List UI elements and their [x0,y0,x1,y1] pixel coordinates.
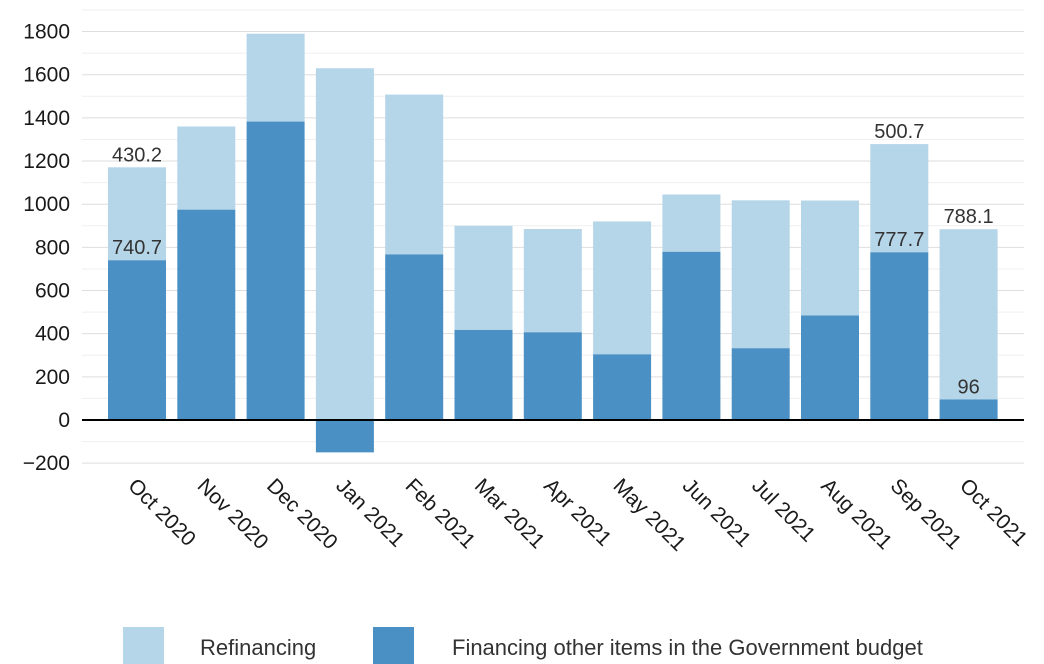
data-label: 740.7 [112,237,162,259]
x-tick-label: Apr 2021 [539,474,616,551]
bars [108,33,998,453]
x-tick-label: Dec 2020 [262,474,342,554]
x-tick-label: Nov 2020 [193,474,273,554]
y-tick-label: 0 [58,409,70,432]
bar-refinancing [108,167,166,261]
x-tick-label: Oct 2021 [955,474,1032,551]
legend-label: Refinancing [200,635,316,660]
bar-financing [870,252,929,420]
bar-refinancing [731,200,790,349]
x-tick-label: Sep 2021 [886,474,966,554]
bar-refinancing [315,68,374,420]
bar-refinancing [593,221,652,355]
data-label: 777.7 [874,229,924,251]
legend-swatch [373,627,414,664]
y-tick-label: 1400 [23,107,70,130]
x-tick-label: Oct 2020 [123,474,200,551]
x-tick-label: Jul 2021 [747,474,819,546]
y-tick-label: 200 [35,366,70,389]
x-tick-label: Mar 2021 [470,474,549,553]
bar-financing [108,260,166,420]
legend: Refinancing Financing other items in the … [123,627,923,664]
bar-financing [177,209,236,420]
data-labels: 430.2 740.7 500.7 777.7 788.1 96 [112,121,994,398]
bar-refinancing [801,200,859,316]
bar-refinancing [246,33,305,122]
legend-label: Financing other items in the Government … [452,635,923,660]
y-tick-label: 400 [35,323,70,346]
data-label: 430.2 [112,144,162,166]
bar-financing [593,354,652,420]
x-tick-label: Feb 2021 [401,474,480,553]
y-tick-label: 1600 [23,64,70,87]
y-tick-label: 600 [35,280,70,303]
bar-financing [939,399,998,420]
y-tick-label: 1000 [23,193,70,216]
y-tick-label: 1200 [23,150,70,173]
y-tick-label: 800 [35,236,70,259]
data-label: 500.7 [874,121,924,143]
bar-refinancing [385,94,444,255]
bar-financing [662,251,721,420]
x-tick-label: Aug 2021 [816,474,896,554]
bar-financing [454,329,513,420]
legend-swatch [123,627,164,664]
bar-refinancing [177,126,236,210]
gridlines [82,9,1024,464]
data-label: 788.1 [944,206,994,228]
bar-financing [801,315,859,420]
bar-financing [523,332,582,420]
y-tick-label: −200 [23,452,70,475]
x-tick-label: May 2021 [609,474,690,555]
x-tick-label: Jan 2021 [331,474,408,551]
bar-financing [731,348,790,420]
bar-financing [315,420,374,453]
bar-financing [246,121,305,421]
bar-refinancing [454,225,513,330]
bar-refinancing [523,229,582,333]
y-tick-label: 1800 [23,21,70,44]
bar-financing [385,254,444,420]
bar-refinancing [939,229,998,400]
bar-refinancing [662,194,721,252]
bar-refinancing [870,144,929,253]
y-axis-tick-labels: −200 0 200 400 600 800 1000 1200 1400 1600 1800 [23,21,70,476]
data-label: 96 [957,376,979,398]
